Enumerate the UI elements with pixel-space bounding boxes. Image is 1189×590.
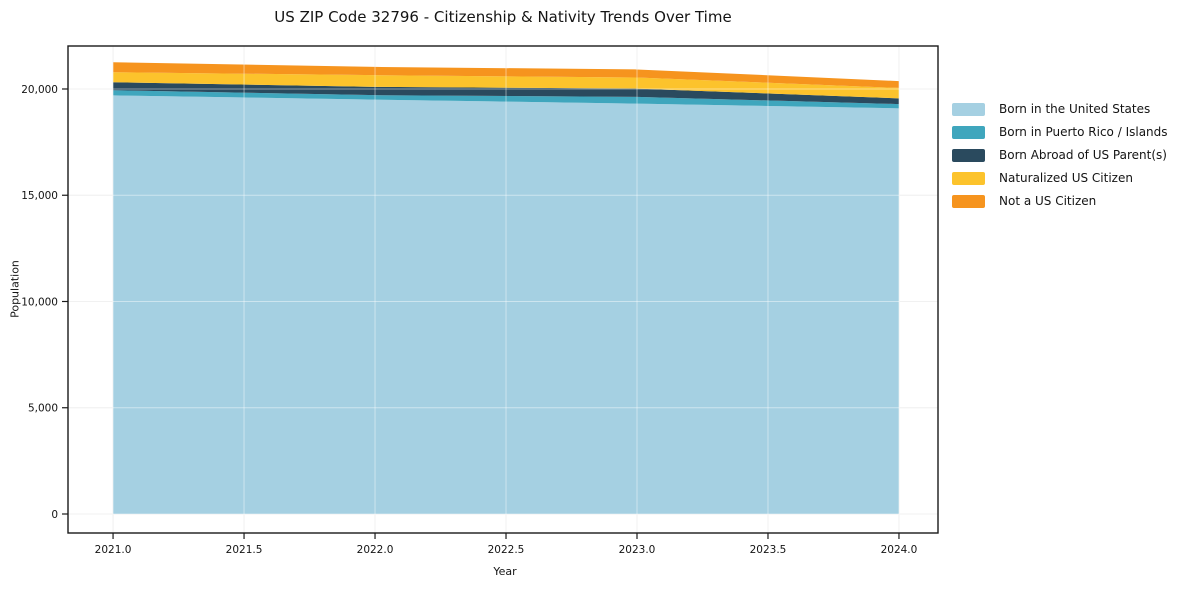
y-tick-label: 15,000 <box>21 190 58 202</box>
x-tick-label: 2022.5 <box>488 544 525 556</box>
area-series-4 <box>113 72 899 99</box>
area-series-3 <box>113 82 899 105</box>
legend-label: Naturalized US Citizen <box>999 171 1133 185</box>
legend-item: Born Abroad of US Parent(s) <box>952 149 1168 162</box>
legend-label: Born Abroad of US Parent(s) <box>999 148 1167 162</box>
legend-swatch <box>952 172 985 185</box>
legend-swatch <box>952 149 985 162</box>
area-series-1 <box>113 95 899 515</box>
legend-swatch <box>952 103 985 116</box>
y-tick-label: 5,000 <box>28 403 58 415</box>
y-tick-label: 10,000 <box>21 296 58 308</box>
x-tick-label: 2023.0 <box>619 544 656 556</box>
x-tick-label: 2021.0 <box>95 544 132 556</box>
y-axis-label: Population <box>8 260 22 318</box>
legend: Born in the United States Born in Puerto … <box>952 103 1168 218</box>
area-series-5 <box>113 62 899 88</box>
legend-swatch <box>952 195 985 208</box>
legend-item: Naturalized US Citizen <box>952 172 1168 185</box>
x-tick-label: 2023.5 <box>750 544 787 556</box>
x-tick-label: 2022.0 <box>357 544 394 556</box>
y-tick-label: 20,000 <box>21 84 58 96</box>
area-series-2 <box>113 90 899 109</box>
legend-swatch <box>952 126 985 139</box>
y-tick-label: 0 <box>51 509 58 521</box>
chart-title: US ZIP Code 32796 - Citizenship & Nativi… <box>274 8 732 26</box>
x-tick-label: 2021.5 <box>226 544 263 556</box>
x-tick-label: 2024.0 <box>881 544 918 556</box>
legend-label: Not a US Citizen <box>999 194 1097 208</box>
legend-label: Born in the United States <box>999 102 1151 116</box>
legend-item: Born in Puerto Rico / Islands <box>952 126 1168 139</box>
legend-item: Not a US Citizen <box>952 195 1168 208</box>
legend-label: Born in Puerto Rico / Islands <box>999 125 1168 139</box>
x-axis-label: Year <box>493 565 517 578</box>
legend-item: Born in the United States <box>952 103 1168 116</box>
plot-border <box>67 45 939 534</box>
